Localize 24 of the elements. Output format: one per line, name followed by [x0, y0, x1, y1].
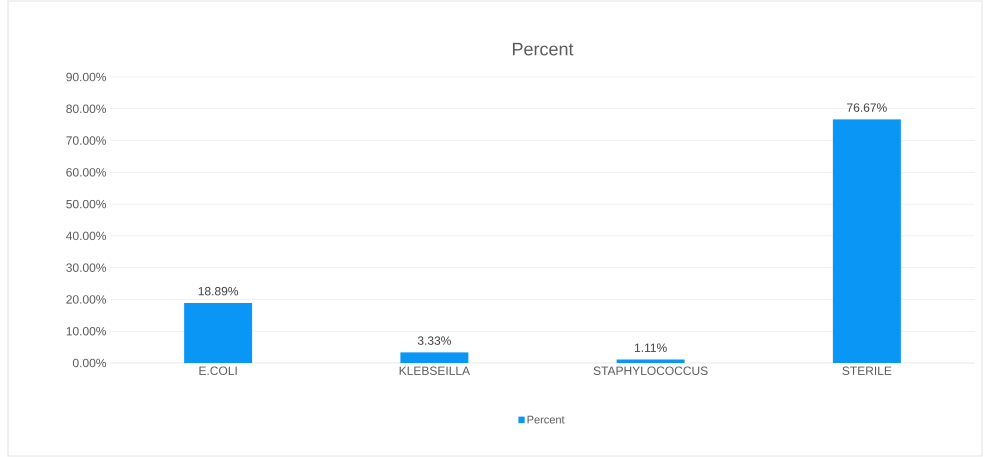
data-label: 18.89%	[198, 286, 238, 296]
x-tick-label: STERILE	[842, 366, 892, 376]
chart-title: Percent	[512, 42, 574, 56]
data-label: 76.67%	[847, 103, 887, 112]
data-label: 3.33%	[418, 336, 451, 345]
y-tick-label: 20.00%	[66, 295, 106, 304]
x-tick-label: STAPHYLOCOCCUS	[594, 366, 708, 376]
bar	[832, 119, 901, 363]
y-tick-label: 40.00%	[66, 232, 106, 240]
y-tick-label: 90.00%	[66, 72, 106, 82]
y-tick-label: 0.00%	[72, 358, 106, 368]
data-label: 1.11%	[634, 344, 667, 352]
x-tick-label: KLEBSEILLA	[400, 366, 470, 376]
legend-label: Percent	[528, 416, 565, 424]
y-tick-label: 80.00%	[66, 104, 106, 114]
y-tick-label: 50.00%	[66, 200, 106, 208]
x-tick-label: E.COLI	[199, 366, 237, 376]
bar	[616, 359, 685, 363]
bar	[184, 302, 252, 363]
y-tick-label: 60.00%	[66, 168, 106, 177]
y-tick-label: 10.00%	[66, 326, 106, 336]
y-tick-label: 70.00%	[66, 136, 106, 145]
bar	[400, 352, 468, 363]
y-tick-label: 30.00%	[66, 263, 106, 272]
